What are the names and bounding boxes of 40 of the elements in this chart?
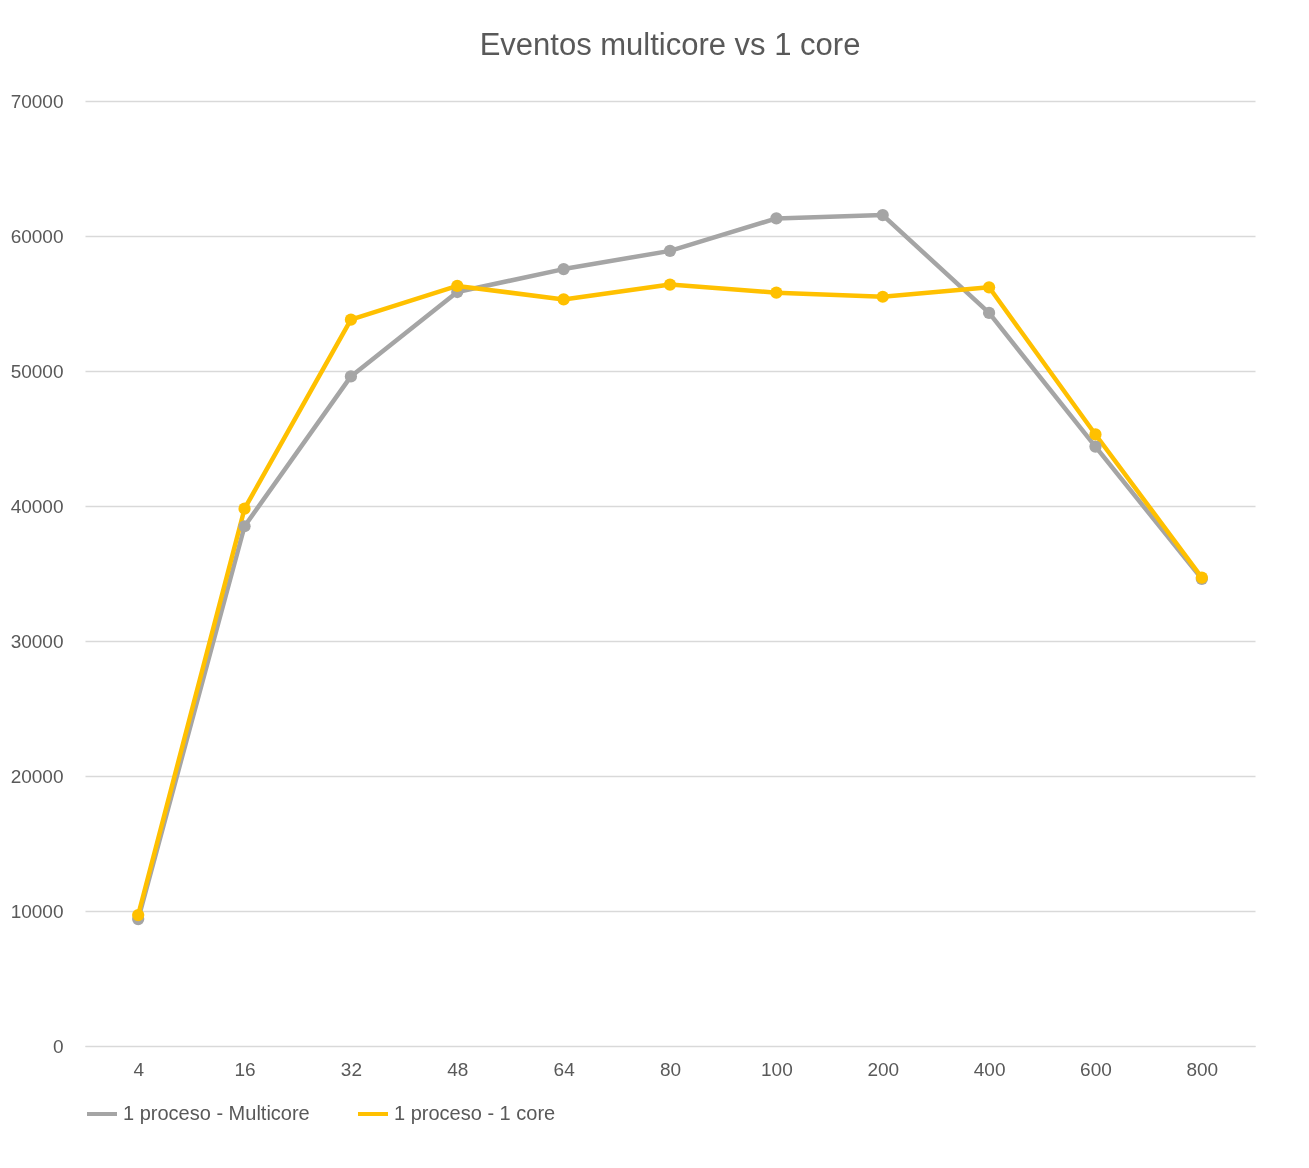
x-tick-label: 16 — [234, 1058, 256, 1080]
point — [663, 278, 677, 291]
x-tick-label: 600 — [1080, 1058, 1112, 1080]
x-tick-label: 80 — [659, 1058, 682, 1080]
y-tick-label: 50000 — [10, 360, 64, 382]
point — [982, 306, 996, 320]
point — [238, 502, 251, 515]
point — [663, 244, 677, 257]
x-tick-label: 64 — [553, 1058, 576, 1080]
y-tick-label: 0 — [52, 1035, 64, 1057]
chart-title: Eventos multicore vs 1 core — [479, 27, 861, 62]
point — [132, 908, 145, 922]
y-tick-label: 20000 — [10, 765, 64, 787]
legend-label: 1 proceso - 1 core — [394, 1102, 556, 1124]
point — [1089, 440, 1102, 453]
point — [344, 370, 358, 383]
x-tick-label: 32 — [340, 1058, 362, 1080]
point — [344, 313, 358, 326]
point — [876, 290, 889, 303]
point — [876, 208, 889, 222]
point — [1089, 428, 1102, 441]
legend-label: 1 proceso - Multicore — [123, 1102, 310, 1124]
point — [557, 293, 570, 306]
y-tick-label: 30000 — [10, 630, 64, 652]
point — [451, 279, 464, 293]
point — [557, 262, 570, 276]
x-tick-label: 48 — [447, 1058, 469, 1080]
y-tick-label: 60000 — [10, 225, 64, 247]
point — [770, 286, 783, 299]
x-tick-label: 4 — [133, 1058, 145, 1080]
y-tick-label: 70000 — [10, 90, 64, 112]
y-tick-label: 10000 — [10, 900, 64, 922]
x-tick-label: 400 — [973, 1058, 1006, 1080]
point — [770, 212, 783, 225]
x-tick-label: 200 — [867, 1058, 900, 1080]
x-tick-label: 800 — [1186, 1058, 1219, 1080]
point — [982, 281, 996, 294]
point — [238, 520, 251, 533]
x-tick-label: 100 — [761, 1058, 793, 1080]
y-tick-label: 40000 — [10, 495, 64, 517]
